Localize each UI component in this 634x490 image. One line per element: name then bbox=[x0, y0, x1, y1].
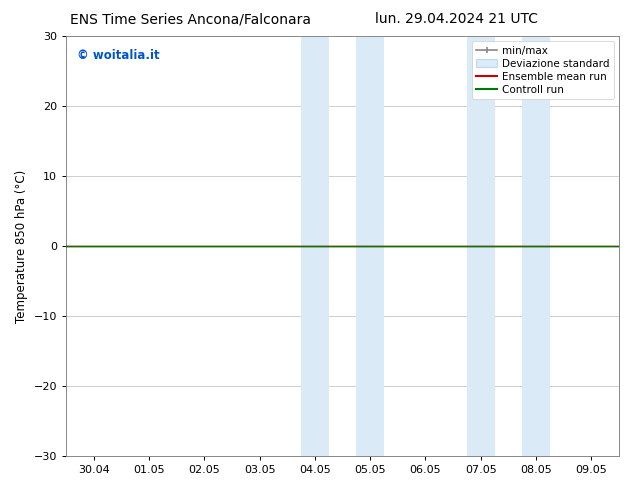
Text: ENS Time Series Ancona/Falconara: ENS Time Series Ancona/Falconara bbox=[70, 12, 311, 26]
Y-axis label: Temperature 850 hPa (°C): Temperature 850 hPa (°C) bbox=[15, 170, 28, 323]
Legend: min/max, Deviazione standard, Ensemble mean run, Controll run: min/max, Deviazione standard, Ensemble m… bbox=[472, 41, 614, 99]
Text: © woitalia.it: © woitalia.it bbox=[77, 49, 160, 62]
Text: lun. 29.04.2024 21 UTC: lun. 29.04.2024 21 UTC bbox=[375, 12, 538, 26]
Bar bbox=[356, 36, 384, 456]
Bar bbox=[522, 36, 550, 456]
Bar bbox=[301, 36, 328, 456]
Bar bbox=[467, 36, 495, 456]
